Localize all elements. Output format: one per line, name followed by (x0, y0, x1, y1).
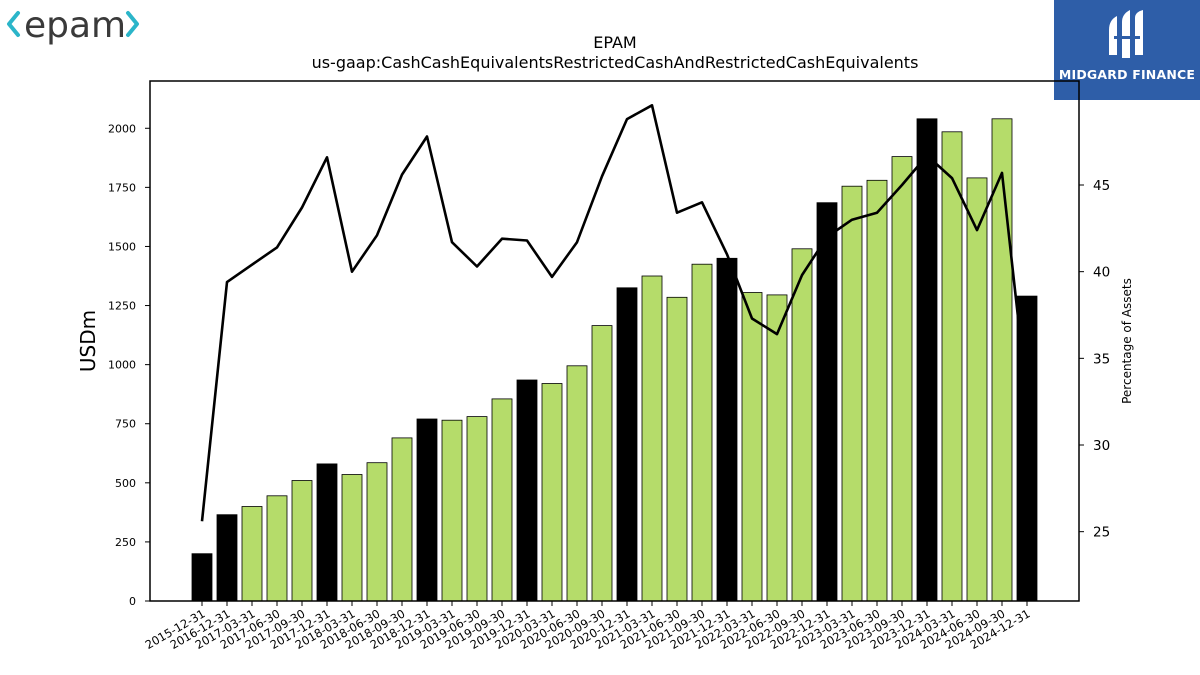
line-layer (200, 104, 1029, 522)
y-tick-label: 750 (115, 418, 136, 431)
bar-2017-03-31 (241, 506, 263, 602)
bar-2021-03-31 (641, 275, 663, 602)
y-axis-right-label: Percentage of Assets (1120, 278, 1134, 404)
y-tick-label: 1250 (108, 300, 136, 313)
y-right-tick-label: 30 (1093, 438, 1110, 454)
logo-chevron-right-icon (126, 11, 139, 37)
bar-2023-06-30 (866, 179, 888, 602)
bar-2019-06-30 (466, 416, 488, 602)
bar-2017-09-30 (291, 480, 313, 602)
y-right-tick-label: 35 (1093, 351, 1110, 367)
bar-2018-12-31 (416, 418, 438, 602)
bar-2024-03-31 (941, 131, 963, 602)
epam-logo: epam (4, 0, 144, 50)
y-right-tick-label: 40 (1093, 265, 1110, 281)
bar-2020-12-31 (616, 287, 638, 602)
bar-2019-12-31 (516, 379, 538, 602)
plot-frame (149, 80, 1080, 602)
bar-2020-09-30 (591, 325, 613, 602)
bar-2021-12-31 (716, 257, 738, 602)
bar-2019-09-30 (491, 398, 513, 602)
bar-2015-12-31 (191, 553, 213, 602)
chart-subtitle: us-gaap:CashCashEquivalentsRestrictedCas… (312, 53, 919, 72)
bar-2018-09-30 (391, 437, 413, 602)
logo-chevron-left-icon (7, 11, 20, 37)
bar-2020-03-31 (541, 383, 563, 602)
bar-2022-09-30 (791, 248, 813, 602)
bar-2022-12-31 (816, 202, 838, 602)
right-axis-ticks: 25 30 35 40 45 (1079, 178, 1110, 541)
y-tick-label: 2000 (108, 122, 136, 135)
bar-2018-06-30 (366, 462, 388, 602)
bar-2016-12-31 (216, 514, 238, 602)
midgard-emblem-icon (1109, 10, 1143, 58)
bar-2017-12-31 (316, 463, 338, 602)
bar-2024-06-30 (966, 177, 988, 602)
y-tick-label: 1000 (108, 359, 136, 372)
y-right-tick-label: 25 (1093, 525, 1110, 541)
bar-2023-09-30 (891, 156, 913, 602)
x-axis-ticks: 2015-12-312016-12-312017-03-312017-06-30… (143, 601, 1033, 652)
bar-2023-03-31 (841, 185, 863, 602)
bars-layer (191, 118, 1038, 602)
bar-2023-12-31 (916, 118, 938, 602)
y-tick-label: 250 (115, 536, 136, 549)
y-tick-label: 0 (129, 595, 136, 608)
epam-logo-text: epam (24, 5, 126, 46)
y-axis-label: USDm (76, 310, 100, 372)
chart-title: EPAM (593, 33, 636, 52)
left-axis-ticks: 0 250 500 750 1000 1250 1500 1750 2000 (108, 122, 150, 608)
y-tick-label: 1750 (108, 181, 136, 194)
bar-2020-06-30 (566, 365, 588, 602)
y-tick-label: 1500 (108, 240, 136, 253)
bar-2021-06-30 (666, 296, 688, 602)
bar-2019-03-31 (441, 419, 463, 602)
bar-2022-03-31 (741, 292, 763, 602)
bar-2022-06-30 (766, 294, 788, 602)
y-tick-label: 500 (115, 477, 136, 490)
midgard-logo-text: MIDGARD FINANCE (1058, 67, 1196, 82)
bar-2017-06-30 (266, 495, 288, 602)
bar-2021-09-30 (691, 263, 713, 602)
y-right-tick-label: 45 (1093, 178, 1110, 194)
percentage-line (200, 104, 1029, 522)
bar-2018-03-31 (341, 474, 363, 602)
